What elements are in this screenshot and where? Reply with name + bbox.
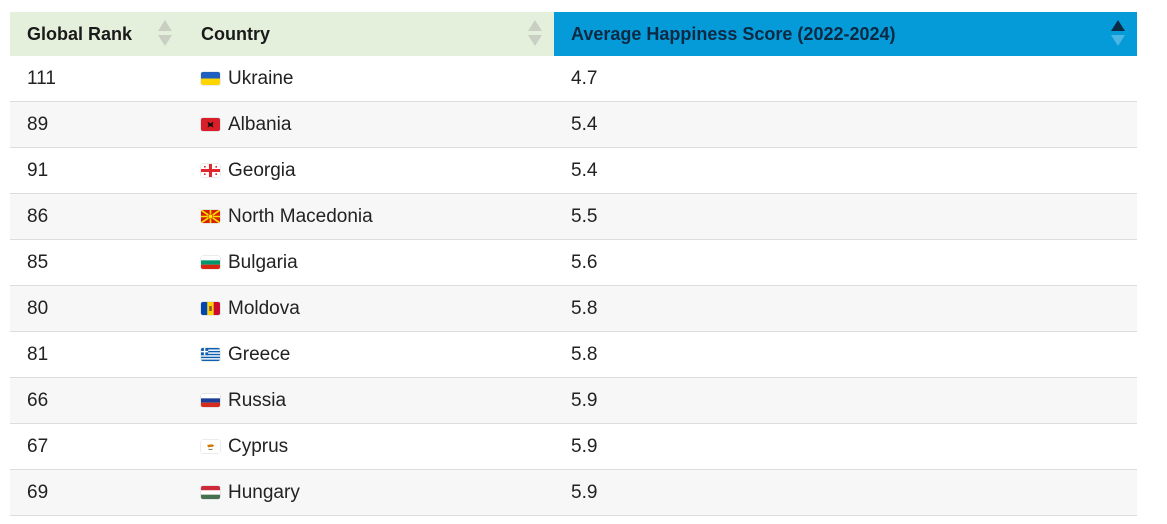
country-cell: Hungary (184, 469, 554, 516)
column-header-global-rank[interactable]: Global Rank (10, 12, 184, 56)
bulgaria-flag-icon (201, 255, 220, 269)
rank-cell: 91 (10, 147, 184, 194)
rank-cell: 67 (10, 423, 184, 470)
moldova-flag-icon (201, 301, 220, 315)
country-cell: Albania (184, 101, 554, 148)
country-cell: Russia (184, 377, 554, 424)
score-cell: 5.9 (554, 423, 1137, 470)
country-name: Hungary (228, 481, 300, 503)
column-header-happiness-score[interactable]: Average Happiness Score (2022-2024) (554, 12, 1137, 56)
table-header-row: Global Rank Country Average Happiness Sc… (10, 12, 1137, 56)
table-row: 89 Albania 5.4 (10, 101, 1137, 148)
country-name: Cyprus (228, 435, 289, 457)
country-cell: Cyprus (184, 423, 554, 470)
score-cell: 5.8 (554, 285, 1137, 332)
albania-flag-icon (201, 117, 220, 131)
rank-cell: 69 (10, 469, 184, 516)
column-header-label: Global Rank (27, 23, 133, 44)
table-row: 111 Ukraine 4.7 (10, 56, 1137, 102)
column-header-country[interactable]: Country (184, 12, 554, 56)
country-name: Georgia (228, 159, 296, 181)
sort-arrows-icon[interactable] (158, 20, 172, 48)
country-cell: North Macedonia (184, 193, 554, 240)
score-cell: 4.7 (554, 56, 1137, 102)
rank-cell: 89 (10, 101, 184, 148)
cyprus-flag-icon (201, 439, 220, 453)
north-macedonia-flag-icon (201, 209, 220, 223)
rank-cell: 80 (10, 285, 184, 332)
score-cell: 5.5 (554, 193, 1137, 240)
country-name: Ukraine (228, 67, 294, 89)
georgia-flag-icon (201, 163, 220, 177)
country-name: Bulgaria (228, 251, 298, 273)
happiness-table-container: Global Rank Country Average Happiness Sc… (10, 12, 1137, 516)
ukraine-flag-icon (201, 71, 220, 85)
country-cell: Moldova (184, 285, 554, 332)
table-row: 69 Hungary 5.9 (10, 469, 1137, 516)
sort-ascending-icon[interactable] (1111, 20, 1125, 48)
table-row: 91 Georgia 5.4 (10, 147, 1137, 194)
table-row: 85 Bulgaria 5.6 (10, 239, 1137, 286)
hungary-flag-icon (201, 485, 220, 499)
country-name: Russia (228, 389, 287, 411)
score-cell: 5.9 (554, 469, 1137, 516)
table-row: 66 Russia 5.9 (10, 377, 1137, 424)
country-cell: Greece (184, 331, 554, 378)
table-row: 81 Greece 5.8 (10, 331, 1137, 378)
rank-cell: 85 (10, 239, 184, 286)
country-cell: Ukraine (184, 56, 554, 102)
score-cell: 5.9 (554, 377, 1137, 424)
country-cell: Georgia (184, 147, 554, 194)
score-cell: 5.4 (554, 101, 1137, 148)
rank-cell: 111 (10, 56, 184, 102)
column-header-label: Country (201, 23, 270, 44)
rank-cell: 86 (10, 193, 184, 240)
rank-cell: 66 (10, 377, 184, 424)
score-cell: 5.4 (554, 147, 1137, 194)
country-name: Albania (228, 113, 292, 135)
happiness-table: Global Rank Country Average Happiness Sc… (10, 12, 1137, 516)
country-cell: Bulgaria (184, 239, 554, 286)
country-name: Greece (228, 343, 291, 365)
table-row: 67 Cyprus 5.9 (10, 423, 1137, 470)
rank-cell: 81 (10, 331, 184, 378)
sort-arrows-icon[interactable] (528, 20, 542, 48)
country-name: North Macedonia (228, 205, 373, 227)
column-header-label: Average Happiness Score (2022-2024) (571, 23, 896, 44)
table-row: 80 Moldova 5.8 (10, 285, 1137, 332)
table-row: 86 North Macedonia 5.5 (10, 193, 1137, 240)
country-name: Moldova (228, 297, 300, 319)
russia-flag-icon (201, 393, 220, 407)
greece-flag-icon (201, 347, 220, 361)
score-cell: 5.8 (554, 331, 1137, 378)
score-cell: 5.6 (554, 239, 1137, 286)
